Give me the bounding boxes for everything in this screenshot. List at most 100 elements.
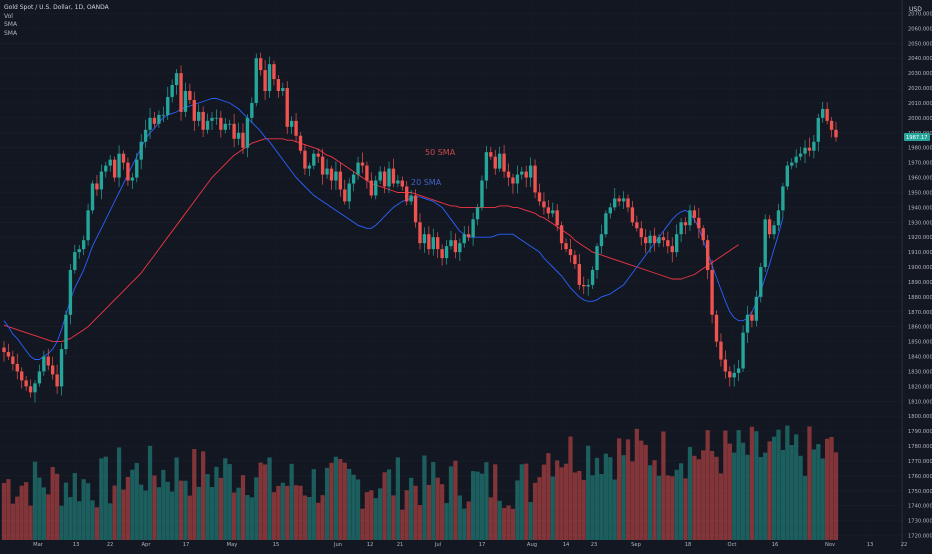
candle-body: [524, 171, 528, 178]
candle-body: [644, 237, 648, 244]
volume-bar: [785, 425, 790, 540]
candle-body: [515, 174, 520, 184]
chart-legend: Gold Spot / U.S. Dollar, 1D, OANDA Vol S…: [4, 4, 109, 38]
candle-body: [81, 240, 86, 250]
volume-bar: [183, 480, 188, 540]
volume-bar: [32, 461, 38, 540]
symbol-title[interactable]: Gold Spot / U.S. Dollar, 1D, OANDA: [4, 4, 109, 11]
candle-body: [50, 365, 55, 375]
candle-body: [732, 372, 736, 378]
volume-bar: [400, 509, 405, 540]
volume-bar: [630, 461, 635, 540]
volume-bar: [705, 430, 710, 540]
legend-vol[interactable]: Vol: [4, 12, 13, 20]
volume-bar: [240, 475, 246, 540]
candle-body: [46, 356, 50, 366]
volume-bar: [329, 462, 334, 540]
candle-body: [617, 198, 621, 202]
volume-bar: [409, 477, 414, 540]
currency-label[interactable]: USD: [909, 6, 922, 13]
volume-bar: [643, 444, 648, 540]
volume-bar: [201, 451, 206, 540]
candle-body: [303, 150, 307, 169]
candle-body: [347, 183, 351, 202]
candle-body: [382, 171, 387, 187]
volume-bar: [417, 505, 423, 540]
candle-body: [338, 171, 343, 190]
y-tick-label: 1780.000: [908, 444, 932, 450]
volume-bar: [342, 462, 347, 540]
volume-bar: [152, 475, 157, 540]
volume-bar: [723, 430, 728, 540]
volume-bar: [324, 467, 330, 540]
candle-body: [613, 198, 617, 208]
volume-bar: [594, 457, 600, 540]
candle-body: [281, 88, 285, 92]
y-tick-label: 1770.000: [908, 459, 932, 465]
volume-bar: [519, 464, 524, 540]
volume-bar: [767, 441, 772, 540]
y-tick-label: 2070.000: [908, 11, 932, 17]
x-tick-label: May: [227, 542, 238, 548]
candle-body: [604, 213, 608, 235]
candle-body: [214, 117, 219, 119]
candle-body: [582, 284, 586, 287]
volume-bar: [364, 492, 370, 540]
candle-body: [427, 234, 431, 250]
volume-bar: [484, 462, 489, 540]
volume-bar: [130, 469, 135, 540]
volume-bar: [214, 466, 219, 540]
candle-body: [343, 189, 347, 202]
y-tick-label: 1860.000: [908, 325, 932, 331]
volume-bar: [559, 467, 564, 540]
volume-bar: [714, 456, 719, 540]
volume-bar: [103, 456, 108, 540]
legend-sma-2[interactable]: SMA: [4, 29, 18, 37]
candle-body: [573, 255, 577, 265]
volume-bar: [648, 465, 653, 540]
volume-bar: [763, 452, 768, 540]
candle-body: [741, 332, 745, 369]
volume-bar: [347, 468, 352, 540]
candle-body: [245, 117, 250, 148]
candle-body: [798, 153, 803, 157]
candle-body: [130, 177, 135, 181]
candle-body: [33, 383, 37, 393]
candle-body: [710, 270, 714, 315]
candle-body: [400, 180, 404, 187]
candle-body: [803, 147, 807, 154]
candle-body: [232, 123, 236, 139]
candle-body: [418, 222, 422, 244]
volume-bar: [541, 464, 547, 540]
y-tick-label: 1750.000: [908, 489, 932, 495]
volume-bar: [254, 477, 259, 540]
volume-bar: [789, 445, 794, 540]
y-tick-label: 1800.000: [908, 414, 932, 420]
legend-sma-1[interactable]: SMA: [4, 21, 18, 28]
volume-bar: [209, 487, 215, 540]
candle-body: [6, 352, 11, 357]
volume-bar: [515, 480, 520, 540]
volume-bar: [205, 474, 210, 540]
x-tick-label: 22: [901, 542, 908, 548]
volume-bar: [232, 492, 237, 540]
volume-bar: [404, 490, 409, 540]
x-tick-label: 13: [73, 542, 80, 548]
volume-bar: [311, 469, 316, 540]
volume-bar: [820, 458, 825, 540]
volume-bar: [24, 482, 29, 540]
volume-bar: [227, 464, 232, 540]
candle-body: [174, 73, 179, 86]
candle-body: [409, 195, 413, 202]
sma20-label: 20 SMA: [411, 178, 442, 187]
volume-bar: [125, 476, 131, 540]
candle-body: [466, 234, 471, 238]
volume-bar: [590, 475, 595, 540]
candle-body: [157, 114, 161, 124]
candle-body: [192, 99, 196, 121]
volume-bar: [355, 479, 361, 540]
volume-bar: [621, 455, 626, 540]
volume-bar: [262, 464, 268, 540]
